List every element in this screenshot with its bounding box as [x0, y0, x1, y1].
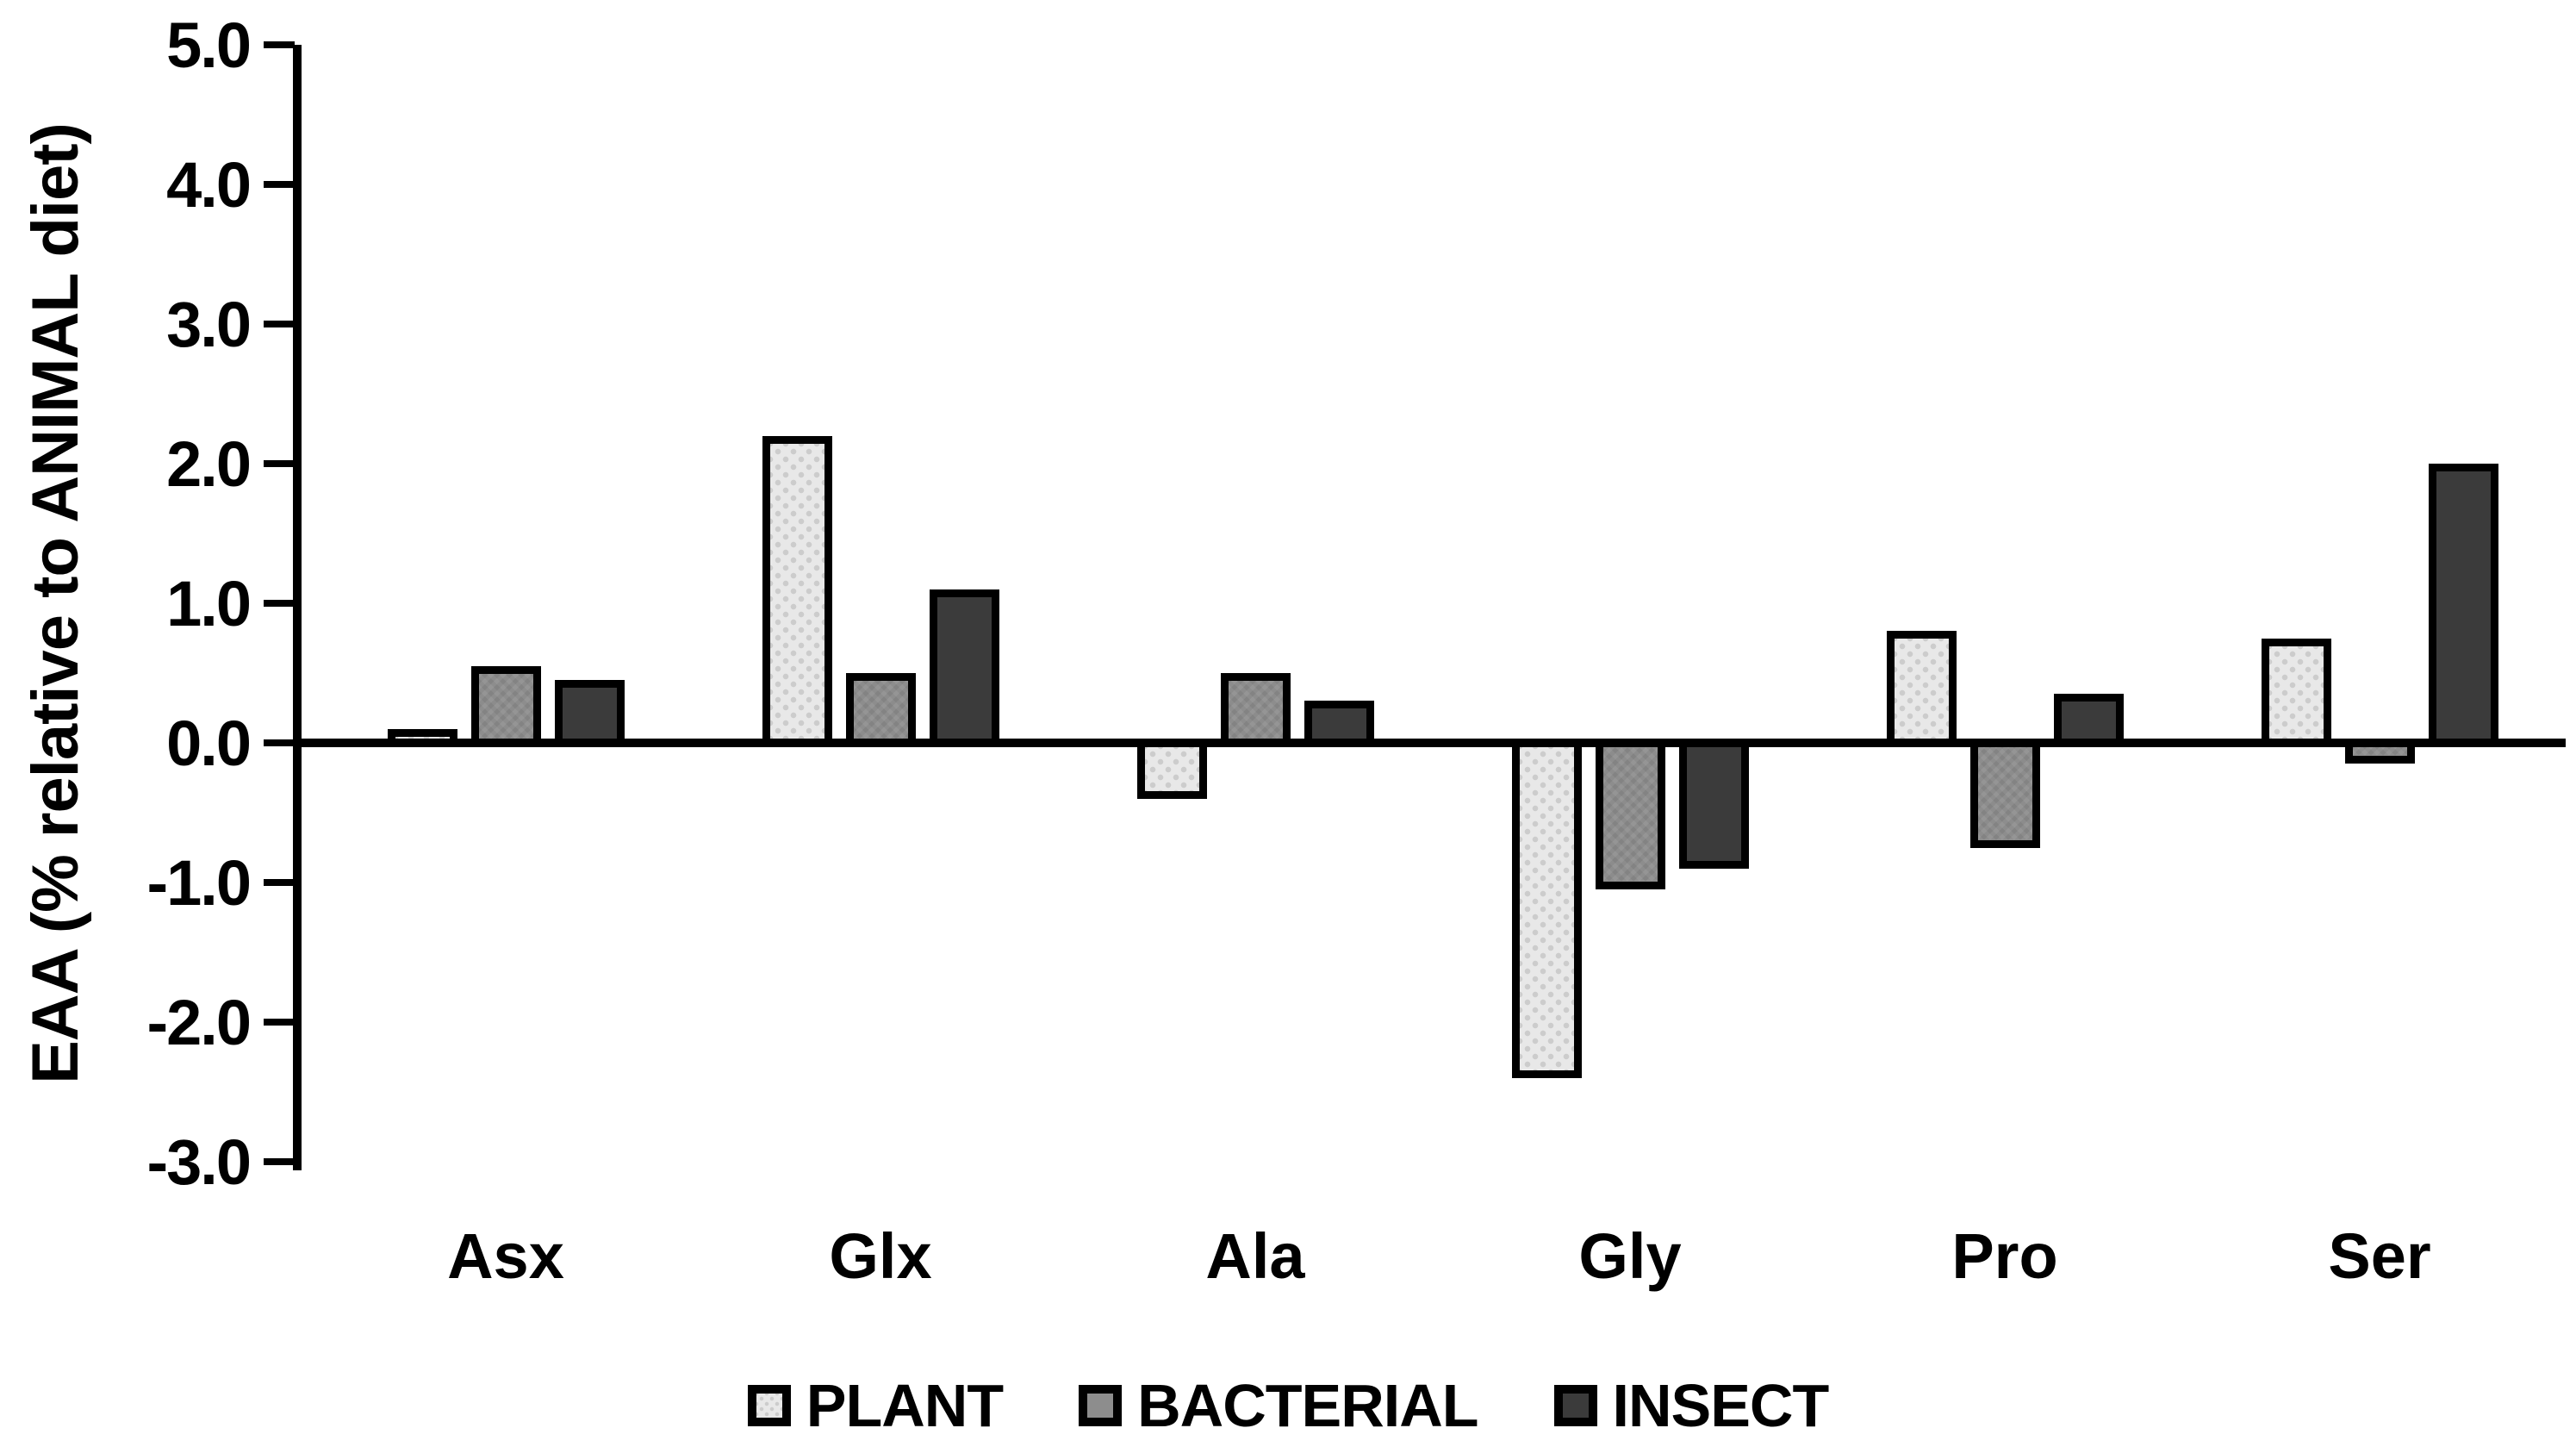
y-tick-label: 3.0	[166, 288, 252, 360]
y-tick-mark	[264, 181, 295, 188]
bar-pro-plant	[1887, 631, 1957, 747]
legend-label-insect: INSECT	[1612, 1372, 1830, 1439]
y-tick-label: 1.0	[166, 567, 252, 639]
bar-pro-bacterial	[1970, 739, 2040, 848]
legend-swatch-insect	[1553, 1385, 1597, 1426]
bar-glx-insect	[930, 589, 999, 747]
bar-glx-plant	[762, 435, 832, 747]
bar-asx-insect	[555, 680, 625, 747]
y-tick-mark	[264, 879, 295, 886]
bar-ala-bacterial	[1221, 673, 1291, 747]
bar-ser-plant	[2262, 638, 2331, 747]
x-label-gly: Gly	[1578, 1219, 1682, 1292]
y-axis-line	[293, 45, 302, 1170]
bar-gly-insect	[1679, 739, 1749, 869]
x-label-ala: Ala	[1205, 1219, 1305, 1292]
legend-label-plant: PLANT	[806, 1372, 1004, 1439]
legend-swatch-bacterial	[1079, 1385, 1123, 1426]
bar-gly-plant	[1512, 739, 1582, 1078]
legend-swatch-plant	[747, 1385, 791, 1426]
x-axis-line	[293, 739, 2566, 747]
y-tick-mark	[264, 41, 295, 48]
y-tick-label: 2.0	[166, 427, 252, 500]
y-tick-label: -3.0	[146, 1126, 252, 1198]
x-label-pro: Pro	[1951, 1219, 2058, 1292]
x-label-ser: Ser	[2328, 1219, 2431, 1292]
legend-label-bacterial: BACTERIAL	[1137, 1372, 1478, 1439]
x-label-asx: Asx	[447, 1219, 564, 1292]
legend-item-bacterial: BACTERIAL	[1079, 1371, 1479, 1440]
bar-ser-insect	[2429, 464, 2498, 747]
y-tick-label: -2.0	[146, 986, 252, 1058]
bar-glx-bacterial	[846, 673, 916, 747]
y-tick-mark	[264, 600, 295, 607]
x-label-glx: Glx	[829, 1219, 932, 1292]
y-tick-mark	[264, 739, 295, 746]
y-tick-mark	[264, 321, 295, 327]
bar-gly-bacterial	[1596, 739, 1665, 890]
y-tick-mark	[264, 1158, 295, 1165]
bar-ala-plant	[1137, 739, 1207, 799]
y-tick-mark	[264, 460, 295, 467]
legend-item-plant: PLANT	[747, 1371, 1004, 1440]
y-tick-label: -1.0	[146, 846, 252, 919]
y-tick-label: 4.0	[166, 148, 252, 221]
y-tick-mark	[264, 1019, 295, 1026]
y-tick-label: 5.0	[166, 9, 252, 81]
y-tick-label: 0.0	[166, 707, 252, 779]
legend: PLANT BACTERIAL INSECT	[0, 1369, 2576, 1443]
legend-item-insect: INSECT	[1553, 1371, 1830, 1440]
bar-asx-bacterial	[471, 665, 541, 747]
